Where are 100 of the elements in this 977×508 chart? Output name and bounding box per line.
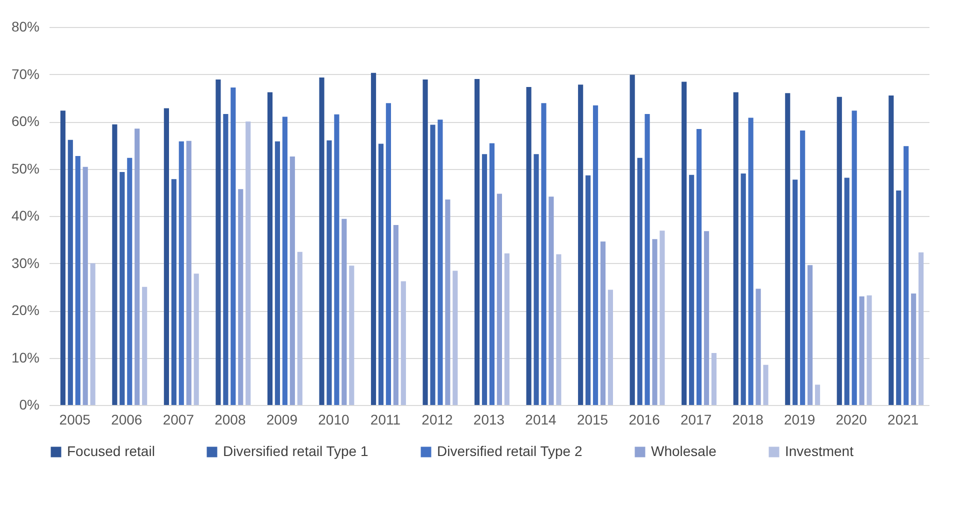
x-tick-label: 2015: [576, 412, 608, 428]
bar: [238, 189, 244, 405]
legend-label: Wholesale: [651, 443, 717, 459]
y-tick-label: 70%: [11, 66, 40, 82]
x-tick-label: 2013: [473, 412, 505, 428]
bar: [290, 156, 295, 405]
bar: [756, 288, 761, 405]
x-tick-label: 2021: [888, 412, 919, 428]
x-tick-label: 2019: [784, 412, 816, 428]
bar: [223, 114, 228, 405]
bar: [504, 253, 510, 405]
bar: [68, 140, 73, 405]
bar: [859, 296, 864, 405]
x-tick-label: 2006: [111, 412, 142, 428]
y-tick-label: 80%: [11, 18, 40, 34]
bar: [918, 252, 924, 405]
bar: [534, 154, 539, 405]
y-tick-label: 60%: [11, 113, 40, 129]
bar: [689, 174, 694, 405]
bar: [896, 190, 902, 405]
bar: [246, 122, 251, 405]
x-tick-label: 2014: [525, 412, 557, 428]
bar: [178, 141, 184, 405]
x-tick-label: 2005: [59, 412, 91, 428]
bar: [526, 87, 532, 405]
bar: [556, 254, 562, 405]
bar: [60, 110, 66, 405]
bar: [422, 79, 428, 405]
bar: [282, 116, 288, 405]
bar: [386, 103, 391, 405]
bar: [586, 175, 591, 405]
legend-label: Investment: [785, 443, 854, 459]
bar: [430, 124, 436, 405]
x-tick-label: 2010: [318, 412, 350, 428]
x-tick-label: 2016: [628, 412, 660, 428]
bar: [644, 114, 650, 405]
bar: [342, 218, 347, 405]
bar: [733, 92, 738, 405]
bar: [696, 129, 702, 405]
bar: [866, 295, 872, 405]
bar: [319, 78, 324, 405]
y-tick-label: 20%: [11, 302, 40, 318]
legend-label: Diversified retail Type 1: [223, 443, 368, 459]
x-tick-label: 2012: [422, 412, 454, 428]
bar: [548, 196, 554, 405]
y-tick-label: 10%: [11, 349, 40, 366]
bar: [142, 286, 148, 405]
bar: [578, 84, 584, 405]
bar: [474, 78, 480, 405]
bar: [186, 140, 192, 405]
x-tick-label: 2020: [836, 412, 868, 428]
bar: [844, 178, 850, 405]
bar: [164, 108, 169, 405]
bar: [120, 172, 125, 405]
bar: [267, 92, 273, 405]
bar: [600, 242, 606, 405]
y-tick-label: 50%: [11, 160, 40, 176]
bar: [445, 199, 450, 405]
bar: [438, 120, 443, 405]
bar: [134, 128, 140, 405]
bar: [637, 158, 642, 405]
bar: [608, 290, 613, 405]
bar: [274, 141, 280, 405]
bar: [711, 353, 717, 405]
x-tick-label: 2018: [732, 412, 764, 428]
bar: [482, 154, 488, 405]
bar: [82, 166, 88, 405]
x-tick-label: 2009: [266, 412, 298, 428]
bar: [911, 293, 916, 405]
bar: [326, 140, 332, 405]
bar: [216, 79, 221, 405]
bar: [704, 231, 710, 405]
bar: [393, 224, 398, 405]
bar: [349, 266, 354, 405]
bar: [852, 110, 857, 405]
bar: [75, 156, 80, 405]
bar: [836, 96, 842, 405]
y-tick-label: 40%: [11, 208, 40, 224]
x-tick-label: 2008: [214, 412, 246, 428]
bar: [785, 93, 790, 405]
y-tick-label: 0%: [19, 396, 40, 412]
bar: [370, 72, 376, 405]
bar: [171, 179, 176, 405]
legend-label: Focused retail: [67, 443, 155, 459]
x-tick-label: 2017: [680, 412, 712, 428]
bar: [400, 281, 406, 405]
bar: [740, 173, 746, 405]
bar: [888, 96, 894, 405]
bar: [592, 105, 598, 405]
bar: [814, 384, 820, 405]
y-tick-label: 30%: [11, 254, 40, 271]
bar: [127, 158, 132, 405]
bar: [800, 130, 806, 405]
bar: [748, 118, 754, 405]
bar: [904, 146, 909, 405]
bar: [230, 87, 236, 405]
bar: [194, 274, 199, 405]
bar: [90, 263, 96, 405]
bar: [808, 265, 813, 405]
bar: [334, 114, 340, 405]
